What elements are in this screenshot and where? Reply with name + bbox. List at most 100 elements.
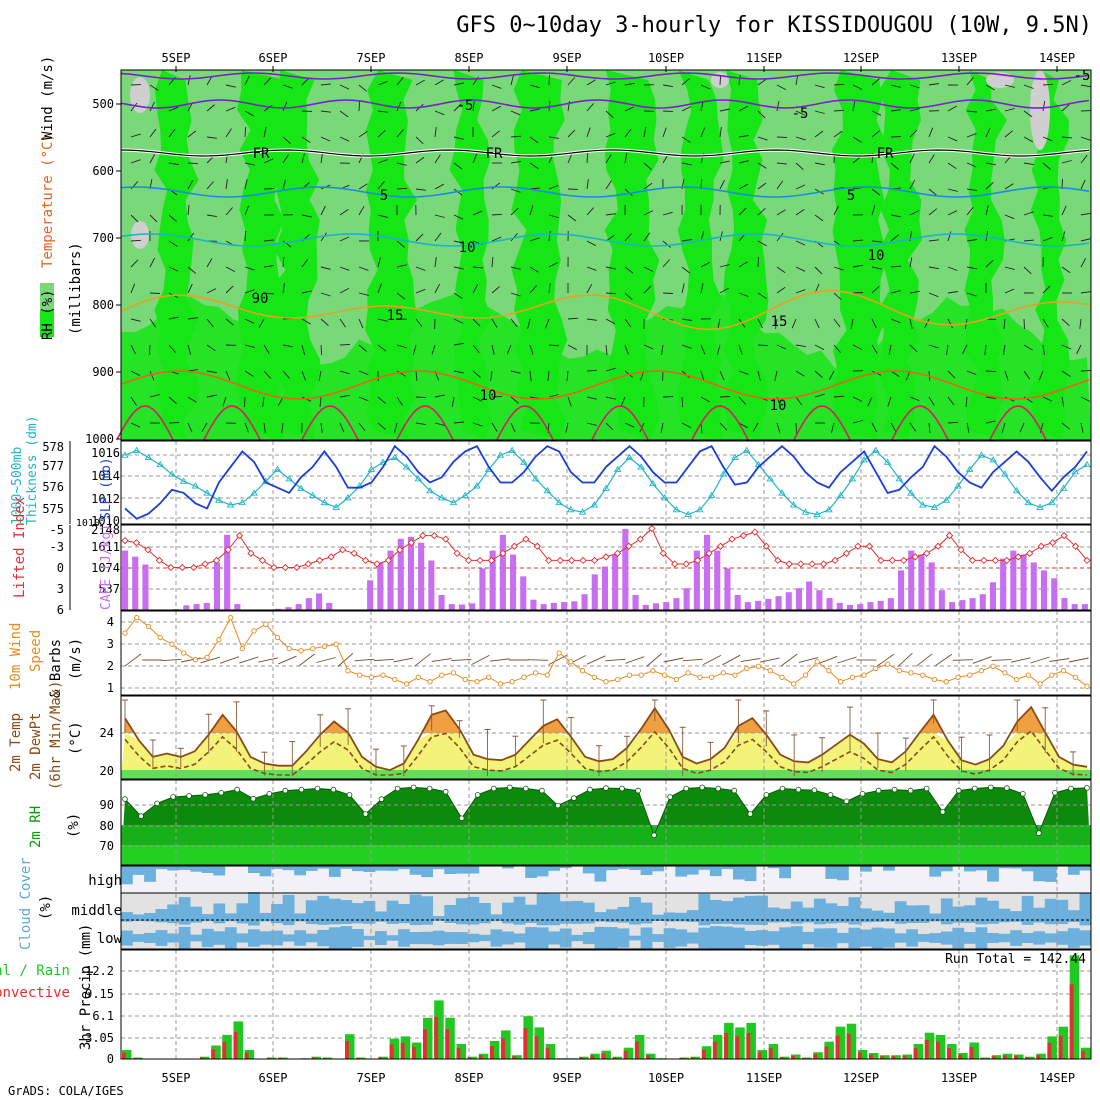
cape-bar <box>479 568 486 610</box>
upper-wind-barb <box>719 108 730 112</box>
upper-wind-barb <box>510 318 518 328</box>
rh2m-point <box>779 785 786 792</box>
upper-wind-barb <box>605 180 612 190</box>
thickness-point <box>332 503 340 510</box>
upper-wind-barb <box>472 266 484 269</box>
cloud-high-bar <box>467 866 480 874</box>
upper-wind-barb <box>225 207 233 216</box>
cloud-low-bar <box>259 931 272 945</box>
upper-wind-barb <box>586 396 597 400</box>
upper-wind-barb <box>852 264 863 268</box>
precip-bar <box>712 1034 723 1059</box>
upper-wind-barb <box>320 344 323 356</box>
upper-wind-barb <box>431 344 436 355</box>
convective-bar <box>802 1057 806 1059</box>
convective-bar <box>467 1057 472 1059</box>
panel-frame <box>120 865 1092 950</box>
upper-wind-barb <box>434 79 444 86</box>
upper-wind-barb <box>567 129 576 138</box>
cloud-low-bar <box>444 932 457 944</box>
upper-wind-barb <box>1004 108 1015 112</box>
cloud-low-bar <box>698 927 711 949</box>
upper-wind-barb <box>924 318 930 329</box>
cape-bar <box>418 542 425 610</box>
precip-bar <box>1002 1053 1013 1059</box>
thickness-point <box>215 496 223 503</box>
upper-wind-barb <box>529 205 534 216</box>
upper-wind-barb <box>1061 318 1070 327</box>
upper-wind-barb <box>225 128 232 138</box>
upper-wind-barb <box>567 153 573 164</box>
upper-wind-barb <box>244 289 255 294</box>
thickness-point <box>684 510 692 517</box>
precip-bar <box>1080 1047 1091 1059</box>
upper-wind-barb <box>510 188 521 193</box>
upper-wind-barb <box>681 344 692 349</box>
upper-wind-barb <box>985 108 996 112</box>
precip-bar <box>501 1030 511 1059</box>
convective-bar <box>1036 1055 1041 1059</box>
lifted-index-point <box>728 535 736 543</box>
convective-bar <box>701 1049 706 1059</box>
cape-bar <box>397 538 404 610</box>
rh2m-point <box>170 794 176 800</box>
chart-title: GFS 0~10day 3-hourly for KISSIDOUGOU (10… <box>456 13 1092 38</box>
cloud-high-bar <box>1033 866 1046 882</box>
upper-wind-barb <box>928 127 934 138</box>
cape-bar <box>816 590 823 610</box>
upper-wind-barb <box>396 187 408 190</box>
panel-frame <box>120 779 1092 866</box>
cloud-low-bar <box>1079 930 1092 946</box>
cloud-low-bar <box>282 934 295 942</box>
rh2m-point <box>667 794 673 800</box>
cloud-mid-bar <box>144 913 156 922</box>
rh2m-point <box>827 792 834 798</box>
wind-speed-point <box>744 665 750 672</box>
upper-wind-barb <box>263 158 274 164</box>
lifted-index-point <box>568 556 576 565</box>
upper-wind-barb <box>852 420 863 424</box>
cape-bar <box>387 550 394 610</box>
thickness-tick-label: 577 <box>42 459 64 473</box>
upper-wind-barb <box>149 84 159 91</box>
wind-speed-point <box>239 645 245 652</box>
upper-wind-barb <box>624 82 635 86</box>
cloud-mid-bar <box>1010 911 1022 922</box>
upper-wind-barb <box>890 109 901 112</box>
wind-speed-point <box>380 672 386 678</box>
cape-bar <box>795 588 802 610</box>
cloud-mid-bar <box>571 900 584 924</box>
thickness-point <box>825 505 833 513</box>
temp-area <box>121 733 1091 779</box>
rh2m-tick-label: 70 <box>100 839 114 853</box>
wind-speed-point <box>697 674 703 680</box>
upper-wind-barb <box>453 240 464 244</box>
upper-wind-barb <box>301 214 312 218</box>
upper-wind-barb <box>244 422 249 433</box>
thickness-point <box>930 503 939 510</box>
upper-wind-barb <box>149 128 157 138</box>
upper-wind-barb <box>206 181 214 190</box>
wind-speed-point <box>755 663 762 669</box>
upper-wind-barb <box>719 74 722 86</box>
upper-wind-barb <box>301 290 312 294</box>
cloud-high-bar <box>640 866 653 875</box>
precip-bar <box>590 1053 600 1059</box>
upper-wind-barb <box>605 81 616 86</box>
upper-wind-barb <box>187 162 199 165</box>
upper-wind-barb <box>947 370 956 379</box>
upper-wind-barb <box>396 370 406 377</box>
upper-wind-barb <box>1038 370 1044 381</box>
cape-bar <box>591 574 598 610</box>
lifted-index-point <box>442 535 450 543</box>
cape-bar <box>1020 554 1027 610</box>
upper-wind-barb <box>586 127 591 138</box>
wind-speed-point <box>345 668 351 674</box>
upper-wind-barb <box>1061 80 1072 86</box>
cloud-high-bar <box>328 866 341 877</box>
warm-contour <box>396 405 454 440</box>
cloud-low-bar <box>744 930 757 945</box>
upper-wind-barb <box>358 292 369 296</box>
